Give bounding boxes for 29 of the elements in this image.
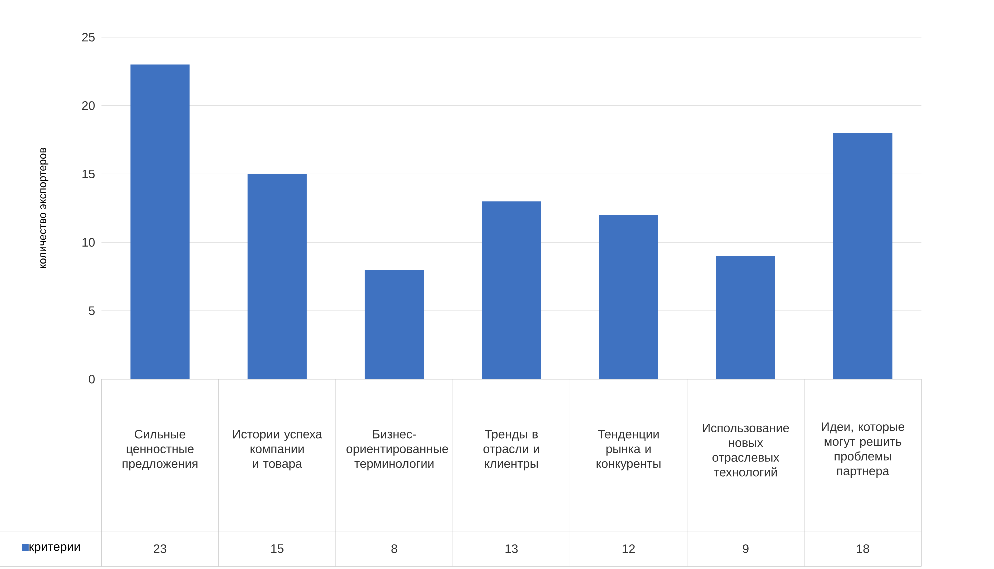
y-tick-label: 15 [82,170,95,179]
x-tick-label: Сильные ценностные предложения [122,430,198,471]
legend-label: критерии [30,544,80,554]
x-tick-label: Бизнес-ориентированные терминологии [346,430,448,471]
data-label: 18 [857,544,870,554]
y-tick-label: 0 [89,375,95,384]
bar [716,256,776,380]
x-tick-label: Тренды в отрасли и клиентры [484,430,540,471]
bar [364,270,424,380]
x-tick-label: Использование новых отраслевых технологий [703,424,790,477]
bar [834,133,893,380]
data-label: 9 [743,544,749,554]
data-label: 15 [272,544,284,554]
x-tick-label: Идеи, которые могут решить проблемы партнера [822,422,905,478]
data-label: 12 [622,544,636,554]
y-axis-title: количество экспортеров [40,148,49,269]
y-tick-label: 10 [82,238,95,248]
y-tick-label: 20 [82,102,95,110]
y-tick-label: 5 [89,306,95,316]
data-label: 23 [154,544,167,554]
x-tick-label: Тенденции рынка и конкуренты [596,430,661,471]
y-tick-label: 25 [82,33,95,42]
bar [248,174,307,380]
bar [130,64,190,380]
bar [599,215,658,380]
x-tick-label: Истории успеха компании и товара [233,430,322,471]
bar [482,202,542,380]
data-label: 8 [392,544,398,554]
data-label: 13 [506,544,518,554]
